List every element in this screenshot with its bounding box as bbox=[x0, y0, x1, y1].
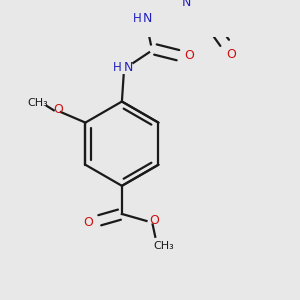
Text: N: N bbox=[182, 0, 192, 9]
Text: N: N bbox=[123, 61, 133, 74]
Text: O: O bbox=[84, 216, 94, 229]
Text: CH₃: CH₃ bbox=[28, 98, 48, 108]
Text: O: O bbox=[53, 103, 63, 116]
Text: CH₃: CH₃ bbox=[154, 241, 174, 250]
Text: H: H bbox=[133, 13, 141, 26]
Text: H: H bbox=[113, 61, 122, 74]
Text: N: N bbox=[143, 13, 152, 26]
Text: O: O bbox=[184, 50, 194, 62]
Text: O: O bbox=[149, 214, 159, 227]
Text: O: O bbox=[226, 48, 236, 61]
